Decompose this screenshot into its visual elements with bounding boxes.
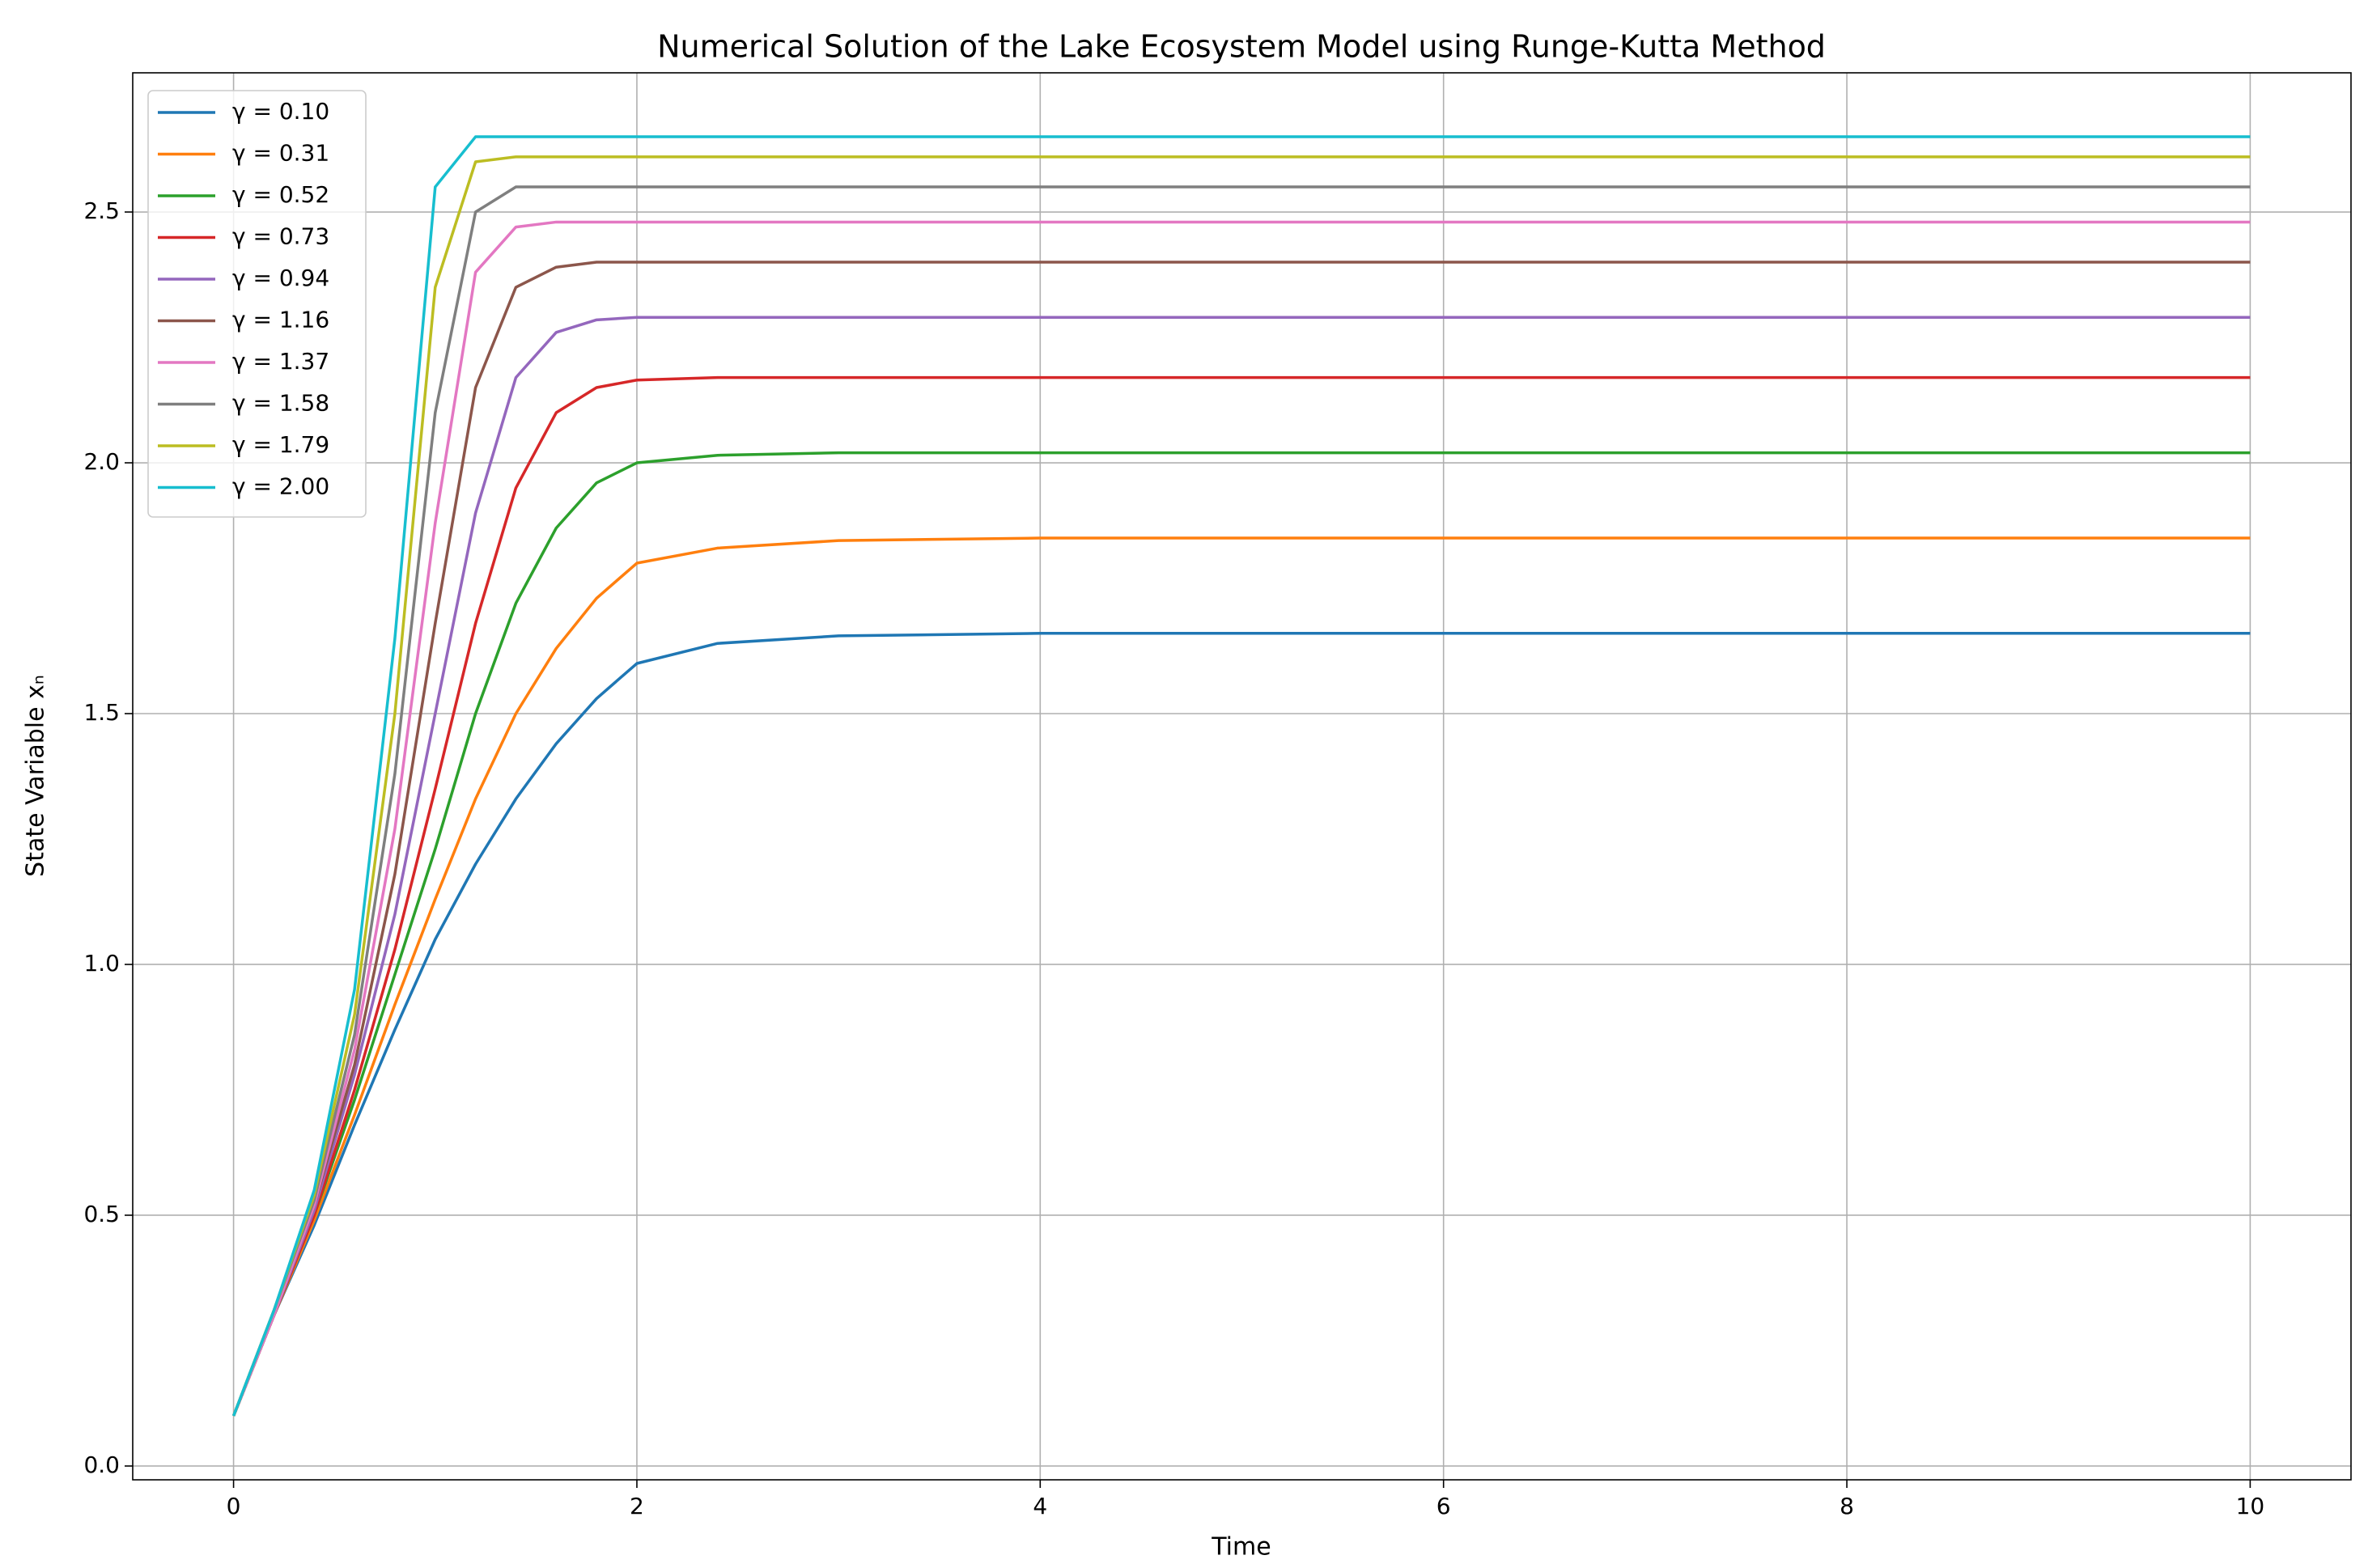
x-axis-label: Time [1211, 1533, 1271, 1562]
x-tick-label: 4 [1033, 1493, 1047, 1519]
series-line [231, 261, 2251, 1417]
legend-label: γ = 0.73 [232, 223, 329, 250]
legend-label: γ = 0.52 [232, 181, 329, 208]
x-tick-label: 2 [630, 1493, 644, 1519]
y-tick-label: 2.0 [83, 448, 120, 475]
series-line [231, 155, 2251, 1417]
legend-label: γ = 1.58 [232, 390, 329, 417]
x-tick-label: 8 [1840, 1493, 1854, 1519]
legend-label: γ = 0.94 [232, 265, 329, 291]
y-tick-label: 0.5 [83, 1201, 120, 1227]
legend-label: γ = 0.10 [232, 98, 329, 125]
series-line [231, 375, 2251, 1417]
legend: γ = 0.10 γ = 0.31 γ = 0.52 γ = 0.73 γ = 0.94… [147, 90, 367, 518]
y-tick-label: 2.5 [83, 197, 120, 224]
series-line [231, 185, 2251, 1417]
y-tick-label: 1.0 [83, 950, 120, 977]
series-line [231, 632, 2251, 1417]
chart-title: Numerical Solution of the Lake Ecosystem… [657, 29, 1826, 65]
y-tick-label: 1.5 [83, 699, 120, 726]
series-line [231, 451, 2251, 1417]
series-line [231, 536, 2251, 1417]
y-tick-label: 0.0 [83, 1451, 120, 1478]
series-line [231, 316, 2251, 1417]
legend-label: γ = 1.37 [232, 348, 329, 375]
plot-frame [132, 72, 2352, 1481]
legend-label: γ = 1.16 [232, 307, 329, 333]
series-line [231, 220, 2251, 1417]
x-tick-label: 6 [1437, 1493, 1451, 1519]
legend-label: γ = 0.31 [232, 140, 329, 167]
legend-label: γ = 2.00 [232, 473, 329, 500]
y-axis-label: State Variable xₙ [22, 675, 50, 877]
series-line [231, 135, 2251, 1417]
x-tick-label: 0 [227, 1493, 241, 1519]
legend-label: γ = 1.79 [232, 431, 329, 458]
x-tick-label: 10 [2236, 1493, 2265, 1519]
